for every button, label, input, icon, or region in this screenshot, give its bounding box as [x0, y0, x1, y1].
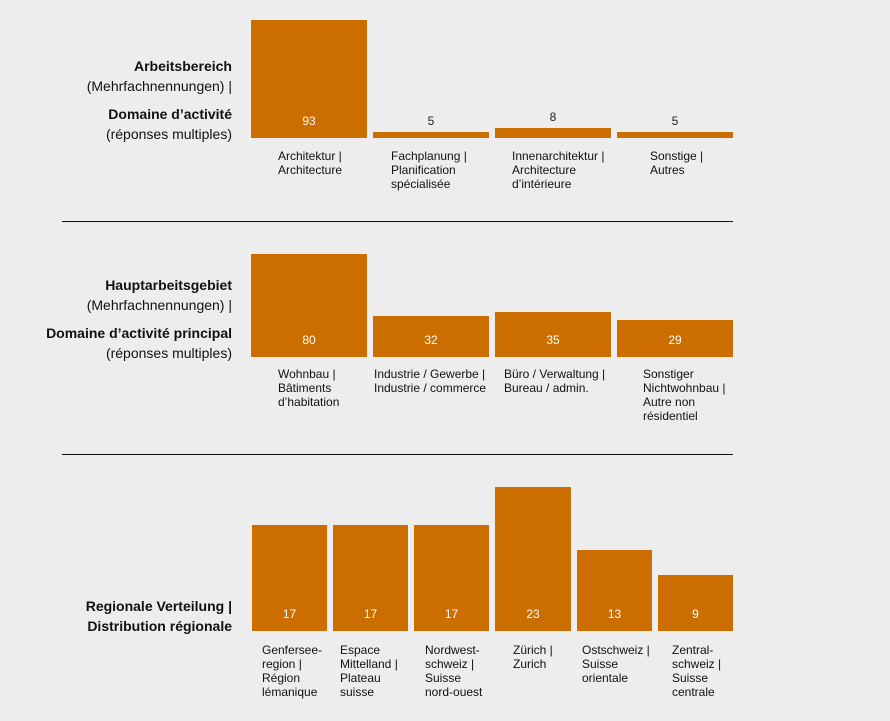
- bar: [495, 487, 571, 631]
- bar: [495, 128, 611, 138]
- bar-value-label: 93: [302, 114, 316, 128]
- category-label: Zentral- schweiz | Suisse centrale: [672, 643, 722, 699]
- category-label: Espace Mittelland | Plateau suisse: [340, 643, 398, 699]
- chart-label: Arbeitsbereich (Mehrfachnennungen) | Domai…: [87, 56, 232, 144]
- section-divider: [62, 221, 733, 222]
- bar: [251, 254, 367, 357]
- bar-value-label: 8: [549, 110, 557, 124]
- bar: [373, 316, 489, 357]
- chart-label-line: Distribution régionale: [87, 618, 232, 634]
- category-label: Zürich | Zurich: [513, 643, 553, 671]
- section-divider: [62, 454, 733, 455]
- chart-label-line: Arbeitsbereich: [133, 58, 232, 74]
- chart-label-line: (réponses multiples): [105, 345, 232, 361]
- bar-value-label: 5: [427, 114, 435, 128]
- bar: [414, 525, 489, 631]
- bar-value-label: 32: [424, 333, 438, 347]
- chart-label-line: Regionale Verteilung |: [85, 598, 232, 614]
- label-gap: [46, 315, 232, 323]
- bar-value-label: 17: [363, 607, 378, 621]
- category-label: Fachplanung | Planification spécialisée: [391, 149, 467, 191]
- category-label: Sonstige | Autres: [650, 149, 704, 177]
- label-gap: [87, 96, 232, 104]
- bar-value-label: 9: [692, 607, 699, 621]
- chart-label-line: (réponses multiples): [105, 126, 232, 142]
- bar-value-label: 5: [671, 114, 679, 128]
- bar-value-label: 29: [668, 333, 682, 347]
- category-label: Architektur | Architecture: [278, 149, 343, 177]
- chart-label-line: (Mehrfachnennungen) |: [86, 297, 232, 313]
- bar: [333, 525, 408, 631]
- category-label: Ostschweiz | Suisse orientale: [582, 643, 650, 685]
- category-label: Innenarchitektur | Architecture d’intéri…: [512, 149, 605, 191]
- category-label: Genfersee- region | Région lémanique: [262, 643, 323, 699]
- chart-label-line: Domaine d’activité: [108, 106, 232, 122]
- bar-value-label: 17: [282, 607, 297, 621]
- chart-label-line: Hauptarbeitsgebiet: [105, 277, 232, 293]
- chart-label-line: (Mehrfachnennungen) |: [86, 78, 232, 94]
- bar-value-label: 23: [526, 607, 540, 621]
- bar-value-label: 80: [302, 333, 316, 347]
- bar: [373, 132, 489, 138]
- bar: [617, 132, 733, 138]
- bar-value-label: 35: [546, 333, 560, 347]
- bar: [252, 525, 327, 631]
- category-label: Industrie / Gewerbe | Industrie / commer…: [374, 367, 487, 395]
- bar: [577, 550, 652, 631]
- category-label: Sonstiger Nichtwohnbau | Autre non résid…: [643, 367, 726, 423]
- bar: [658, 575, 733, 631]
- chart-label-line: Domaine d’activité principal: [46, 325, 232, 341]
- bar: [251, 20, 367, 138]
- bar-value-label: 17: [444, 607, 459, 621]
- category-label: Nordwest- schweiz | Suisse nord-ouest: [425, 643, 483, 699]
- bar: [495, 312, 611, 357]
- category-label: Wohnbau | Bâtiments d’habitation: [278, 367, 340, 409]
- chart-label: Regionale Verteilung | Distribution régio…: [86, 596, 232, 636]
- category-label: Büro / Verwaltung | Bureau / admin.: [504, 367, 606, 395]
- bar-value-label: 13: [607, 607, 622, 621]
- bar: [617, 320, 733, 357]
- chart-label: Hauptarbeitsgebiet (Mehrfachnennungen) | D…: [46, 275, 232, 363]
